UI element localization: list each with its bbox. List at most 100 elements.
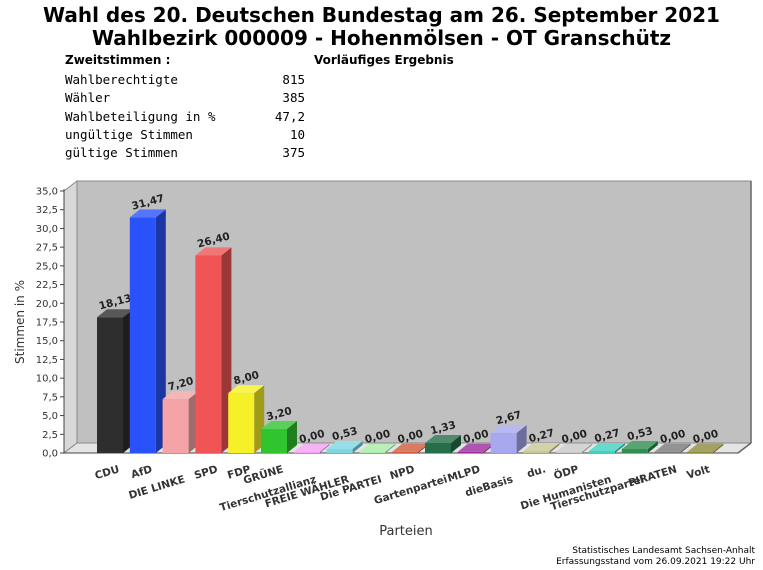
plot-floor-edge	[737, 442, 752, 454]
footer-timestamp: Erfassungsstand vom 26.09.2021 19:22 Uhr	[556, 557, 755, 567]
bar-front	[326, 449, 353, 453]
x-tick-label: Volt	[685, 463, 711, 481]
bar-front	[490, 433, 517, 453]
stats-table: Wahlberechtigte 815 Wähler 385 Wahlbeteiligu…	[65, 72, 305, 163]
bar-front	[621, 449, 648, 453]
bar	[589, 442, 625, 453]
bar-side	[352, 441, 363, 453]
bar	[261, 421, 297, 453]
bar-top	[621, 441, 658, 450]
bar	[425, 435, 461, 453]
bar-front	[195, 255, 222, 453]
y-tick-label: 22,5	[36, 280, 58, 291]
stats-value: 47,2	[274, 108, 305, 124]
bar-front	[293, 451, 320, 453]
stats-row: Wahlberechtigte 815	[65, 72, 305, 90]
y-tick-label: 20,0	[36, 299, 58, 310]
y-tick-label: 7,5	[42, 392, 58, 403]
bar-side	[385, 443, 396, 453]
bar-top	[457, 443, 494, 452]
bar-front	[654, 451, 681, 453]
stats-heading: Zweitstimmen :	[65, 53, 171, 67]
bar	[556, 443, 593, 453]
bar-front	[129, 217, 156, 453]
bar-top	[97, 309, 133, 318]
bar	[523, 442, 560, 453]
bar-side	[713, 443, 724, 453]
bar-top	[359, 443, 396, 452]
bar-front	[687, 451, 714, 453]
bar-top	[261, 421, 297, 430]
stats-value: 815	[282, 72, 305, 87]
y-tick-label: 35,0	[36, 187, 58, 198]
y-tick-label: 27,5	[36, 243, 58, 254]
x-tick-label: Gartenpartei	[373, 473, 449, 507]
y-tick-label: 12,5	[36, 355, 58, 366]
stats-label: Wahlberechtigte	[65, 72, 178, 87]
x-tick-label: CDU	[94, 463, 121, 482]
bar-top	[162, 391, 199, 400]
stats-label: Wähler	[65, 90, 111, 106]
bar-side	[549, 442, 560, 453]
stats-value: 385	[282, 90, 305, 106]
bar-top	[129, 209, 166, 218]
y-tick-label: 25,0	[36, 261, 58, 272]
result-heading: Vorläufiges Ergebnis	[314, 53, 454, 67]
bar-top	[425, 435, 461, 444]
bar-front	[228, 393, 255, 453]
stats-row: ungültige Stimmen 10	[65, 127, 305, 145]
bar-top	[654, 443, 691, 452]
y-tick-label: 15,0	[36, 336, 58, 347]
bar	[359, 443, 396, 453]
stats-row: Wahlbeteiligung in % 47,2	[65, 109, 305, 127]
bar-front	[589, 450, 615, 453]
bar	[621, 441, 658, 453]
bar	[490, 425, 527, 453]
bar-front	[261, 429, 287, 453]
y-tick-label: 32,5	[36, 205, 58, 216]
y-tick-label: 17,5	[36, 318, 58, 329]
bar-side	[582, 443, 593, 453]
bar	[326, 441, 363, 453]
bar-side	[155, 209, 166, 453]
bar-side	[319, 443, 330, 453]
bar-top	[293, 443, 330, 452]
bar-top	[228, 385, 265, 394]
y-tick-label: 5,0	[42, 411, 58, 422]
bar-top	[589, 442, 625, 451]
bar-front	[162, 399, 189, 453]
x-tick-label: du.	[526, 463, 548, 480]
bar	[162, 391, 199, 453]
bar-top	[490, 425, 527, 434]
bar	[293, 443, 330, 453]
bar	[228, 385, 265, 453]
bar-front	[457, 451, 484, 453]
bar-side	[647, 441, 658, 453]
bar-front	[425, 443, 451, 453]
bar-side	[516, 425, 527, 453]
bar-top	[556, 443, 593, 452]
bar-front	[523, 450, 550, 453]
bar-top	[687, 443, 724, 452]
x-tick-label: AfD	[130, 463, 154, 481]
stats-value: 10	[289, 126, 305, 142]
stats-label: Wahlbeteiligung in %	[65, 108, 216, 124]
x-tick-label: PIRATEN	[627, 463, 678, 489]
y-tick-label: 10,0	[36, 374, 58, 385]
bar	[687, 443, 724, 453]
bar	[195, 247, 232, 453]
chart-title-line1: Wahl des 20. Deutschen Bundestag am 26. …	[43, 3, 720, 27]
bar-top	[195, 247, 232, 256]
plot-left-wall	[63, 179, 78, 455]
x-tick-label: NPD	[388, 463, 416, 482]
stats-row: gültige Stimmen 375	[65, 145, 305, 163]
chart-title-line2: Wahlbezirk 000009 - Hohenmölsen - OT Gra…	[91, 26, 672, 50]
bar-side	[287, 421, 297, 453]
stats-label: ungültige Stimmen	[65, 126, 193, 142]
x-axis-label: Parteien	[379, 524, 433, 539]
stats-label: gültige Stimmen	[65, 145, 178, 161]
bar-front	[392, 451, 419, 453]
footer-source: Statistisches Landesamt Sachsen-Anhalt	[572, 546, 755, 556]
bar-side	[680, 443, 691, 453]
bar-side	[615, 442, 625, 453]
